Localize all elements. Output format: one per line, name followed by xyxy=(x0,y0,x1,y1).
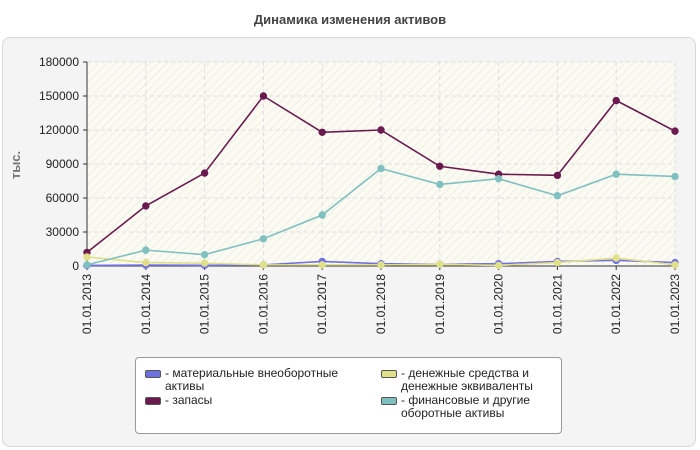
data-point xyxy=(553,192,562,200)
data-point xyxy=(200,169,209,177)
x-tick-label: 01.01.2013 xyxy=(80,274,94,334)
data-point xyxy=(318,261,326,269)
x-tick-label: 01.01.2023 xyxy=(668,274,682,334)
data-point xyxy=(377,261,385,269)
data-point xyxy=(612,254,620,262)
data-point xyxy=(142,246,150,254)
data-point xyxy=(142,202,150,210)
data-point xyxy=(259,92,268,100)
y-tick-label: 180000 xyxy=(39,55,79,69)
y-tick-label: 60000 xyxy=(46,191,80,205)
data-point xyxy=(612,170,620,178)
legend-swatch xyxy=(145,370,161,378)
x-tick-label: 01.01.2015 xyxy=(198,274,212,334)
data-point xyxy=(612,96,620,105)
legend-item: - материальные внеоборотные активы xyxy=(145,367,360,393)
y-tick-label: 0 xyxy=(72,259,79,273)
legend-swatch xyxy=(381,397,397,405)
data-point xyxy=(200,259,209,267)
x-tick-label: 01.01.2017 xyxy=(315,274,329,334)
data-point xyxy=(436,180,444,189)
x-tick-label: 01.01.2016 xyxy=(256,274,270,334)
data-point xyxy=(259,261,268,269)
y-axis-label: тыс. xyxy=(8,151,23,179)
data-point xyxy=(377,164,385,173)
data-point xyxy=(436,260,444,268)
data-point xyxy=(671,261,679,269)
legend: - материальные внеоборотные активы - запа… xyxy=(135,357,562,434)
y-tick-label: 90000 xyxy=(46,157,80,171)
data-point xyxy=(83,253,91,261)
legend-item: - денежные средства и денежные эквивален… xyxy=(381,367,556,393)
data-point xyxy=(318,128,326,136)
data-point xyxy=(671,127,679,135)
data-point xyxy=(377,126,385,134)
data-point xyxy=(553,171,562,180)
data-point xyxy=(83,261,91,269)
legend-label: - материальные внеоборотные активы xyxy=(165,366,338,393)
y-tick-label: 30000 xyxy=(46,225,80,239)
data-point xyxy=(436,162,444,170)
x-tick-label: 01.01.2021 xyxy=(550,274,564,334)
data-point xyxy=(318,211,326,219)
data-point xyxy=(200,250,209,259)
data-point xyxy=(494,261,503,270)
data-point xyxy=(671,172,679,181)
x-tick-label: 01.01.2020 xyxy=(492,274,506,334)
x-tick-label: 01.01.2019 xyxy=(433,274,447,334)
data-point xyxy=(553,258,562,267)
y-tick-label: 120000 xyxy=(39,123,79,137)
data-point xyxy=(259,235,268,243)
x-tick-label: 01.01.2014 xyxy=(139,274,153,334)
y-tick-label: 150000 xyxy=(39,89,79,103)
data-point xyxy=(494,175,503,183)
x-tick-label: 01.01.2018 xyxy=(374,274,388,334)
data-point xyxy=(142,258,150,267)
legend-swatch xyxy=(145,397,161,405)
legend-swatch xyxy=(381,370,397,378)
legend-label: - финансовые и другие оборотные активы xyxy=(401,393,530,420)
legend-item: - финансовые и другие оборотные активы xyxy=(381,394,556,420)
legend-label: - денежные средства и денежные эквивален… xyxy=(401,366,533,393)
legend-item: - запасы xyxy=(145,394,360,407)
x-tick-label: 01.01.2022 xyxy=(609,274,623,334)
legend-label: - запасы xyxy=(165,393,213,407)
chart-title: Динамика изменения активов xyxy=(253,12,447,27)
